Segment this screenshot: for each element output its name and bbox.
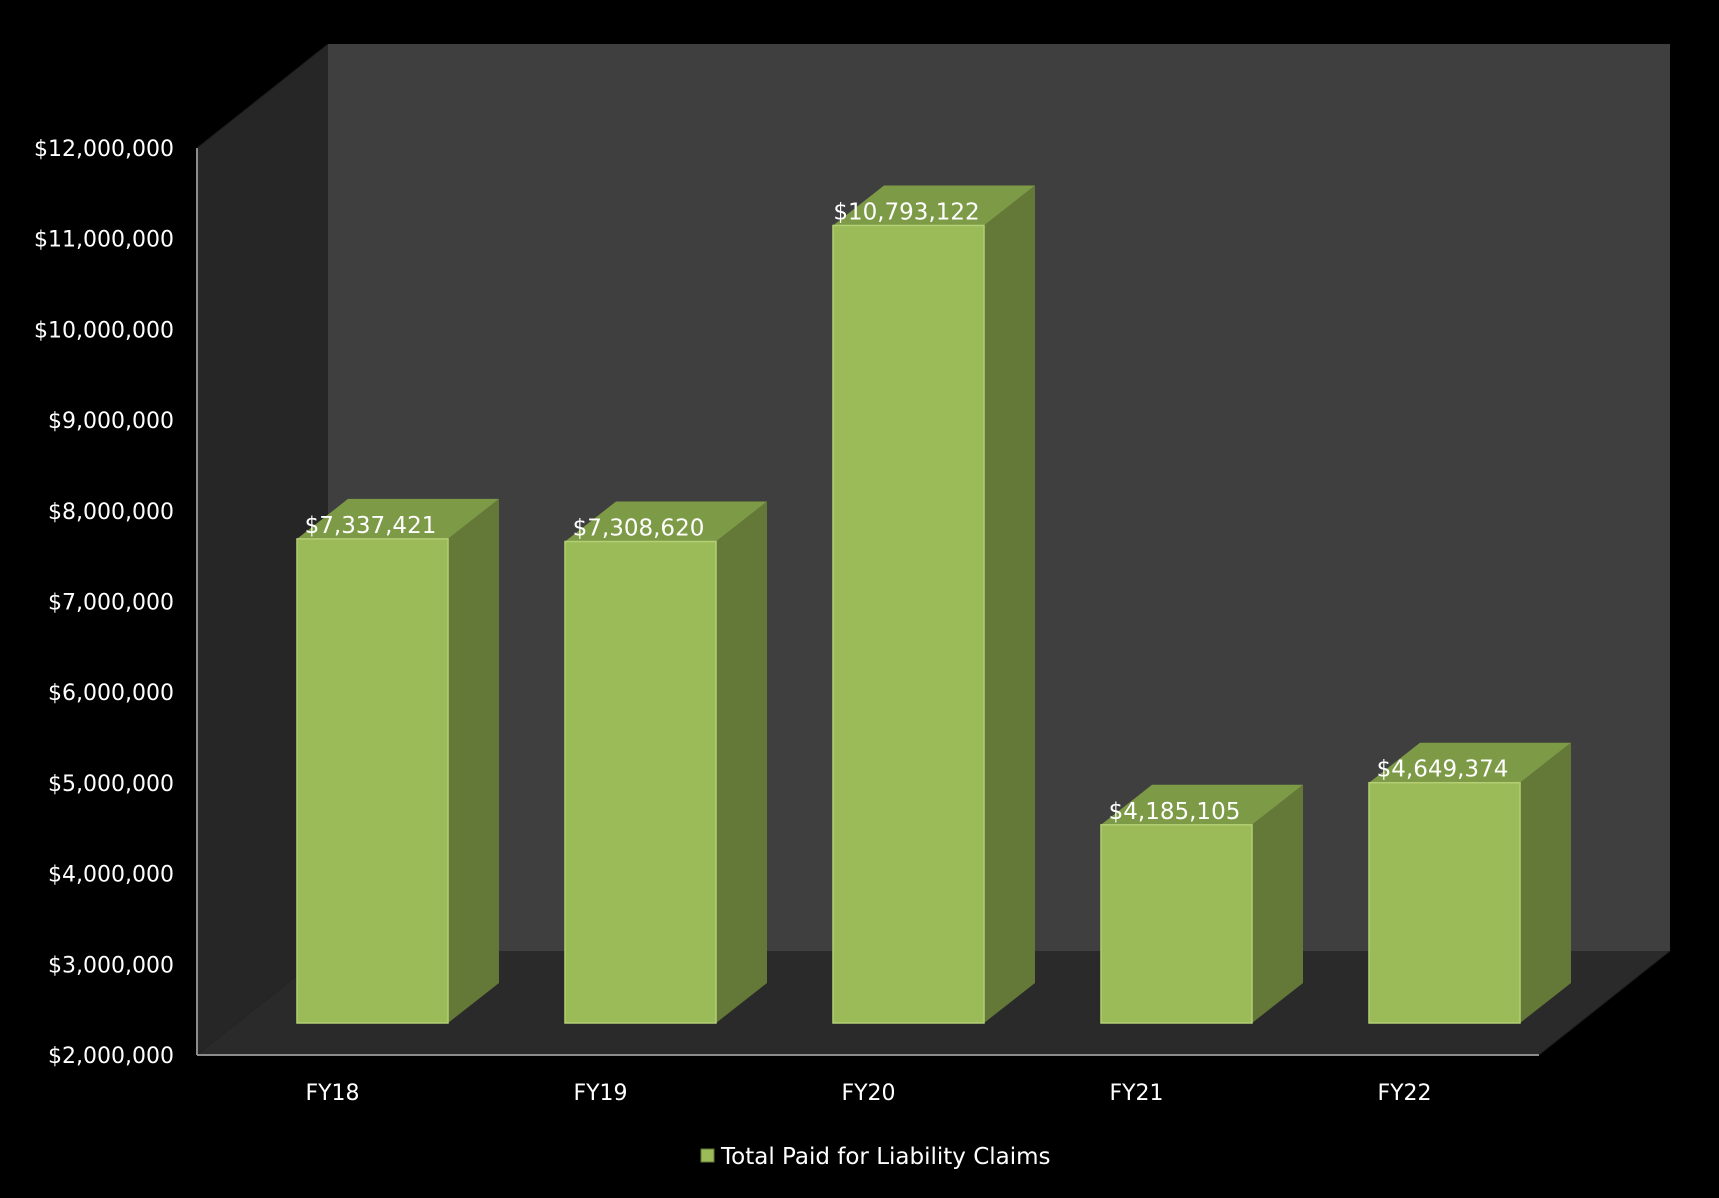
y-tick-label: $5,000,000 — [48, 772, 174, 797]
legend-label: Total Paid for Liability Claims — [720, 1144, 1051, 1170]
y-tick-label: $11,000,000 — [34, 228, 174, 253]
bar-side-face — [984, 185, 1035, 1023]
y-tick-label: $2,000,000 — [48, 1044, 174, 1069]
bar-front-face — [564, 540, 717, 1024]
bar-side-face — [1252, 784, 1303, 1023]
y-tick-label: $3,000,000 — [48, 953, 174, 978]
legend: Total Paid for Liability Claims — [700, 1144, 1051, 1170]
bar — [1368, 742, 1571, 1024]
x-tick-label: FY18 — [305, 1081, 359, 1106]
wall-edge-line — [196, 43, 329, 149]
data-label: $4,649,374 — [1377, 757, 1509, 783]
data-label: $7,337,421 — [305, 513, 437, 539]
bar-front-face — [1100, 824, 1253, 1024]
floor-edge-line — [1538, 950, 1671, 1056]
bar-front-face — [1368, 781, 1521, 1024]
bar-front-face — [832, 224, 985, 1024]
y-tick-label: $7,000,000 — [48, 591, 174, 616]
chart-axes — [196, 43, 1671, 1056]
y-tick-label: $10,000,000 — [34, 318, 174, 343]
bar-side-face — [448, 498, 499, 1024]
bar-top-face — [297, 498, 499, 539]
y-tick-label: $8,000,000 — [48, 500, 174, 525]
side-wall — [197, 44, 328, 1055]
bar-side-face — [1520, 742, 1571, 1023]
bar-top-face — [565, 501, 767, 542]
x-tick-label: FY19 — [573, 1081, 627, 1106]
y-tick-label: $12,000,000 — [34, 137, 174, 162]
bar-top-face — [833, 185, 1035, 226]
legend-swatch — [700, 1148, 715, 1163]
x-tick-label: FY22 — [1377, 1081, 1431, 1106]
x-tick-label: FY21 — [1109, 1081, 1163, 1106]
bar-top-face — [1101, 784, 1303, 825]
bar — [296, 498, 499, 1024]
y-tick-label: $4,000,000 — [48, 863, 174, 888]
data-label: $7,308,620 — [573, 516, 705, 542]
bar — [832, 185, 1035, 1024]
x-tick-label: FY20 — [841, 1081, 895, 1106]
y-axis-ticks: $2,000,000 $3,000,000 $4,000,000 $5,000,000… — [34, 137, 174, 1069]
y-tick-label: $6,000,000 — [48, 681, 174, 706]
bars — [296, 185, 1571, 1024]
bar — [564, 501, 767, 1024]
data-label: $4,185,105 — [1109, 799, 1241, 825]
bar-front-face — [296, 538, 449, 1024]
bar-top-face — [1369, 742, 1571, 783]
bar — [1100, 784, 1303, 1024]
data-labels: $7,337,421 $7,308,620 $10,793,122 $4,185,10… — [305, 199, 1509, 824]
bar-side-face — [716, 501, 767, 1023]
y-tick-label: $9,000,000 — [48, 409, 174, 434]
x-axis-ticks: FY18 FY19 FY20 FY21 FY22 — [305, 1081, 1431, 1106]
data-label: $10,793,122 — [833, 199, 979, 225]
